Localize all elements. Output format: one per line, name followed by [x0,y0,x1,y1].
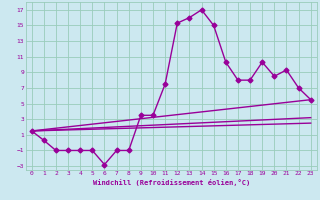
X-axis label: Windchill (Refroidissement éolien,°C): Windchill (Refroidissement éolien,°C) [92,179,250,186]
